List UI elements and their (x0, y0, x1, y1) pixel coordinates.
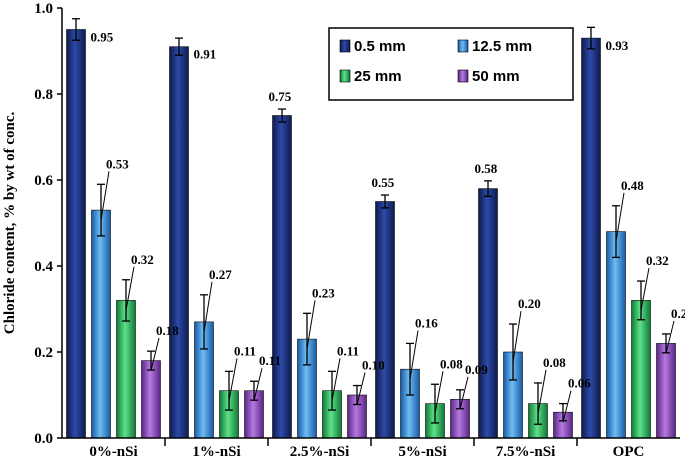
bar-12-5-mm-OPC (606, 231, 626, 439)
data-label: 0.75 (269, 89, 292, 104)
data-label: 0.10 (362, 358, 385, 373)
label-leader-line (537, 369, 547, 414)
bar-25-mm-OPC (631, 300, 651, 439)
y-tick-label: 0.2 (34, 345, 53, 361)
label-leader-line (306, 300, 316, 350)
data-label: 0.32 (646, 253, 669, 268)
y-tick-label: 0.0 (34, 431, 53, 447)
y-tick-label: 0.4 (34, 259, 53, 275)
y-tick-label: 0.6 (34, 173, 53, 189)
label-leader-line (331, 358, 341, 401)
data-label: 0.55 (372, 175, 395, 190)
data-label: 0.11 (337, 343, 359, 358)
bar-50-mm-OPC (656, 343, 676, 439)
data-label: 0.48 (621, 178, 644, 193)
label-leader-line (512, 310, 522, 363)
y-axis-title: Chloride content, % by wt of conc. (2, 112, 18, 335)
data-label: 0.95 (91, 30, 114, 45)
label-leader-line (125, 266, 135, 311)
label-leader-line (203, 281, 213, 332)
label-leader-line (615, 192, 625, 242)
data-label: 0.09 (465, 362, 488, 377)
x-tick-label: 0%-nSi (89, 444, 137, 460)
label-leader-line (562, 390, 572, 423)
bar-50-mm-0-nSi (141, 360, 161, 439)
data-label: 0.27 (209, 267, 232, 282)
data-label: 0.93 (606, 38, 629, 53)
legend-box (328, 27, 574, 101)
data-label: 0.32 (131, 252, 154, 267)
label-leader-line (434, 371, 444, 414)
data-label: 0.91 (194, 47, 217, 62)
y-tick-label: 1.0 (34, 1, 53, 17)
bar-12-5-mm-0-nSi (91, 209, 111, 439)
label-leader-line (665, 320, 675, 354)
legend: 0.5 mm 12.5 mm 25 mm 50 mm (328, 27, 574, 101)
legend-label: 25 mm (354, 68, 402, 85)
x-tick-label: 2.5%-nSi (290, 444, 350, 460)
data-label: 0.53 (106, 156, 129, 171)
label-leader-line (356, 372, 366, 406)
legend-swatch (339, 69, 351, 83)
legend-swatch (457, 69, 469, 83)
data-label: 0.23 (312, 285, 335, 300)
bar-0-5-mm-1-nSi (169, 46, 189, 439)
bar-0-5-mm-2-5-nSi (272, 115, 292, 439)
label-leader-line (409, 330, 419, 380)
data-label: 0.20 (518, 296, 541, 311)
data-label: 0.11 (234, 343, 256, 358)
x-tick-label: 5%-nSi (398, 444, 446, 460)
bar-0-5-mm-7-5-nSi (478, 188, 498, 439)
data-label: 0.22 (671, 306, 685, 321)
x-tick-label: OPC (613, 444, 645, 460)
bar-0-5-mm-0-nSi (66, 29, 86, 439)
label-leader-line (640, 267, 650, 311)
legend-swatch (339, 39, 351, 53)
label-leader-line (228, 358, 238, 401)
legend-label: 0.5 mm (354, 38, 406, 55)
label-leader-line (150, 338, 160, 371)
data-label: 0.06 (568, 376, 591, 391)
legend-label: 50 mm (472, 68, 520, 85)
x-tick-label: 7.5%-nSi (496, 444, 556, 460)
legend-label: 12.5 mm (472, 38, 532, 55)
label-leader-line (100, 171, 110, 221)
label-leader-line (459, 376, 469, 410)
legend-swatch (457, 39, 469, 53)
label-leader-line (253, 368, 263, 401)
data-label: 0.18 (156, 323, 179, 338)
data-label: 0.58 (475, 161, 498, 176)
x-tick-label: 1%-nSi (192, 444, 240, 460)
bar-0-5-mm-5-nSi (375, 201, 395, 439)
data-label: 0.08 (543, 355, 566, 370)
data-label: 0.08 (440, 356, 463, 371)
y-tick-label: 0.8 (34, 87, 53, 103)
data-label: 0.16 (415, 315, 438, 330)
data-label: 0.11 (259, 353, 281, 368)
